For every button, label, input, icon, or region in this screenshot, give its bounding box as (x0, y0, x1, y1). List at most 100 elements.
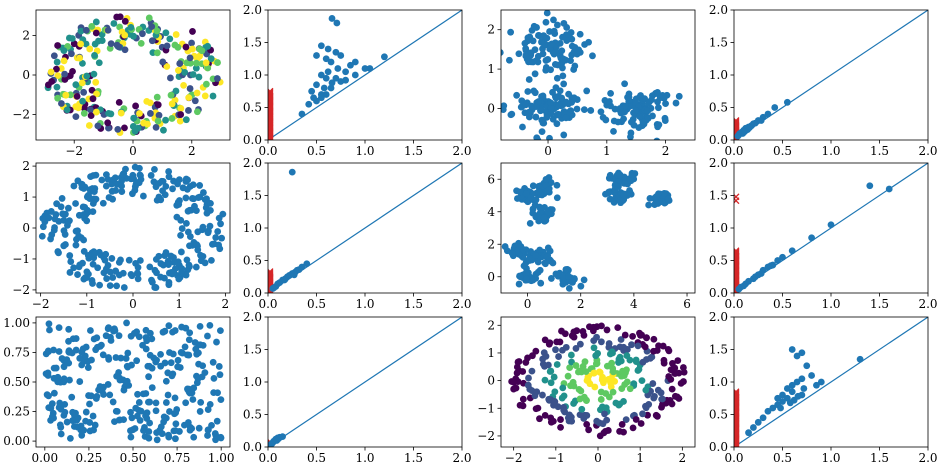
scatter-point (564, 372, 572, 380)
scatter-point (153, 27, 161, 35)
scatter-point (543, 10, 551, 17)
scatter-point (78, 181, 86, 188)
scatter-point (93, 90, 100, 98)
scatter-point (137, 39, 145, 47)
h1-point (757, 117, 765, 124)
scatter-point (551, 388, 559, 396)
scatter-point (60, 363, 68, 371)
scatter-point (525, 108, 533, 116)
scatter-point (572, 362, 580, 369)
scatter-point (606, 171, 614, 179)
scatter-point (121, 46, 129, 54)
scatter-point (539, 92, 547, 100)
scatter-point (642, 386, 650, 394)
y-tick-label: −2 (477, 429, 495, 443)
scatter-point (204, 406, 212, 413)
h1-point (808, 234, 815, 242)
scatter-point (102, 171, 110, 179)
scatter-point (160, 413, 168, 421)
scatter-point (45, 214, 53, 222)
marks (501, 169, 673, 292)
marks (501, 10, 683, 140)
scatter-point (570, 275, 578, 283)
scatter-point (88, 23, 96, 30)
h1-point (308, 87, 316, 95)
scatter-point (91, 421, 99, 429)
scatter-point (61, 76, 69, 83)
scatter-point (616, 427, 623, 435)
scatter-point (159, 58, 167, 66)
scatter-point (565, 273, 572, 280)
scatter-point (515, 280, 523, 288)
scatter-point (622, 416, 630, 424)
scatter-point (546, 134, 553, 140)
scatter-point (570, 94, 578, 102)
scatter-point (209, 358, 217, 366)
scatter-point (210, 374, 218, 382)
h1-point (366, 65, 374, 72)
scatter-point (50, 52, 58, 60)
scatter-point (106, 268, 114, 276)
x-tick-label: 1.00 (208, 451, 235, 465)
scatter-point (576, 411, 584, 419)
h1-point (328, 79, 336, 87)
scatter-point (56, 421, 64, 429)
scatter-point (656, 94, 664, 102)
scatter-point (91, 250, 98, 258)
scatter-point (206, 222, 214, 230)
scatter-point (591, 383, 599, 391)
y-tick-label: 0.25 (3, 405, 30, 419)
scatter-point (576, 30, 584, 38)
scatter-point (143, 337, 151, 345)
scatter-point (556, 39, 564, 47)
y-tick-label: 1.00 (3, 316, 30, 330)
y-tick-label: 2 (487, 237, 495, 251)
y-tick-label: 0.0 (709, 286, 728, 300)
x-tick-label: 1.0 (355, 297, 374, 311)
y-tick-label: 2.0 (243, 310, 262, 324)
scatter-point (204, 426, 212, 434)
h1-point (798, 375, 806, 383)
x-tick-label: 2 (577, 297, 585, 311)
scatter-point (542, 57, 550, 64)
x-tick-label: 1 (175, 297, 183, 311)
scatter-point (65, 348, 73, 356)
scatter-point (668, 385, 676, 393)
x-tick-label: 4 (630, 297, 638, 311)
scatter-point (196, 52, 203, 60)
scatter-point (533, 388, 541, 396)
h1-point (327, 58, 335, 66)
x-tick-label: 0 (544, 144, 552, 158)
scatter-point (134, 264, 142, 271)
scatter-point (38, 232, 46, 240)
scatter-point (184, 207, 192, 215)
scatter-point (659, 395, 666, 403)
marks (268, 317, 462, 447)
scatter-point (620, 343, 628, 351)
h1-point (793, 352, 801, 360)
scatter-point (531, 70, 539, 78)
h1-point (774, 257, 782, 264)
marks (734, 10, 928, 140)
scatter-point (86, 195, 94, 202)
scatter-point (141, 423, 148, 431)
scatter-point (92, 108, 100, 116)
h1-point (817, 378, 825, 386)
scatter-point (547, 179, 555, 186)
scatter-point (583, 420, 591, 428)
scatter-point (204, 42, 212, 50)
scatter-point (159, 178, 167, 185)
scatter-point (89, 185, 96, 192)
scatter-point (181, 68, 189, 76)
scatter-point (96, 281, 103, 289)
scatter-point (166, 35, 174, 43)
x-tick-label: 0.0 (724, 297, 743, 311)
scatter-point (177, 248, 185, 256)
scatter-point (115, 332, 123, 340)
h1-point (322, 74, 330, 82)
h1-point (764, 110, 772, 118)
h1-point (779, 391, 786, 399)
scatter-point (148, 276, 155, 284)
y-tick-label: 1 (487, 62, 495, 76)
x-tick-label: −1 (78, 297, 96, 311)
